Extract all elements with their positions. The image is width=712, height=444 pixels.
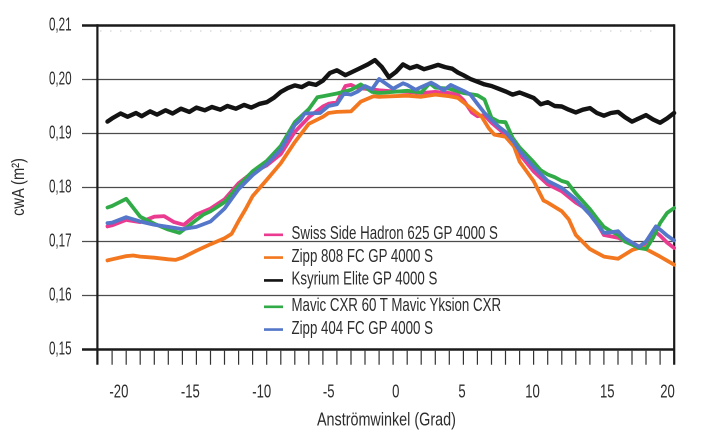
svg-text:0,17: 0,17 — [49, 231, 72, 251]
svg-text:cwA (m²): cwA (m²) — [8, 158, 28, 216]
svg-text:Zipp 808 FC GP 4000 S: Zipp 808 FC GP 4000 S — [292, 247, 433, 266]
svg-text:Ksyrium Elite GP 4000 S: Ksyrium Elite GP 4000 S — [292, 270, 438, 289]
svg-text:0,15: 0,15 — [49, 339, 72, 359]
svg-text:0,21: 0,21 — [49, 15, 72, 35]
svg-text:-15: -15 — [181, 383, 200, 403]
svg-text:0,18: 0,18 — [49, 177, 72, 197]
svg-text:20: 20 — [660, 383, 675, 403]
svg-text:0,16: 0,16 — [49, 285, 72, 305]
svg-text:0,19: 0,19 — [49, 123, 72, 143]
svg-text:-5: -5 — [323, 383, 335, 403]
svg-text:-20: -20 — [109, 383, 128, 403]
svg-text:15: 15 — [600, 383, 615, 403]
svg-text:Mavic CXR 60 T Mavic Yksion CX: Mavic CXR 60 T Mavic Yksion CXR — [292, 296, 502, 315]
svg-text:-10: -10 — [252, 383, 271, 403]
svg-text:10: 10 — [525, 383, 540, 403]
svg-text:Anströmwinkel (Grad): Anströmwinkel (Grad) — [317, 410, 456, 430]
svg-text:5: 5 — [458, 383, 465, 403]
svg-text:0: 0 — [392, 383, 399, 403]
svg-text:0,20: 0,20 — [49, 69, 72, 89]
svg-text:Zipp 404 FC GP 4000 S: Zipp 404 FC GP 4000 S — [292, 319, 433, 338]
svg-text:Swiss Side Hadron 625 GP 4000: Swiss Side Hadron 625 GP 4000 S — [292, 224, 498, 243]
